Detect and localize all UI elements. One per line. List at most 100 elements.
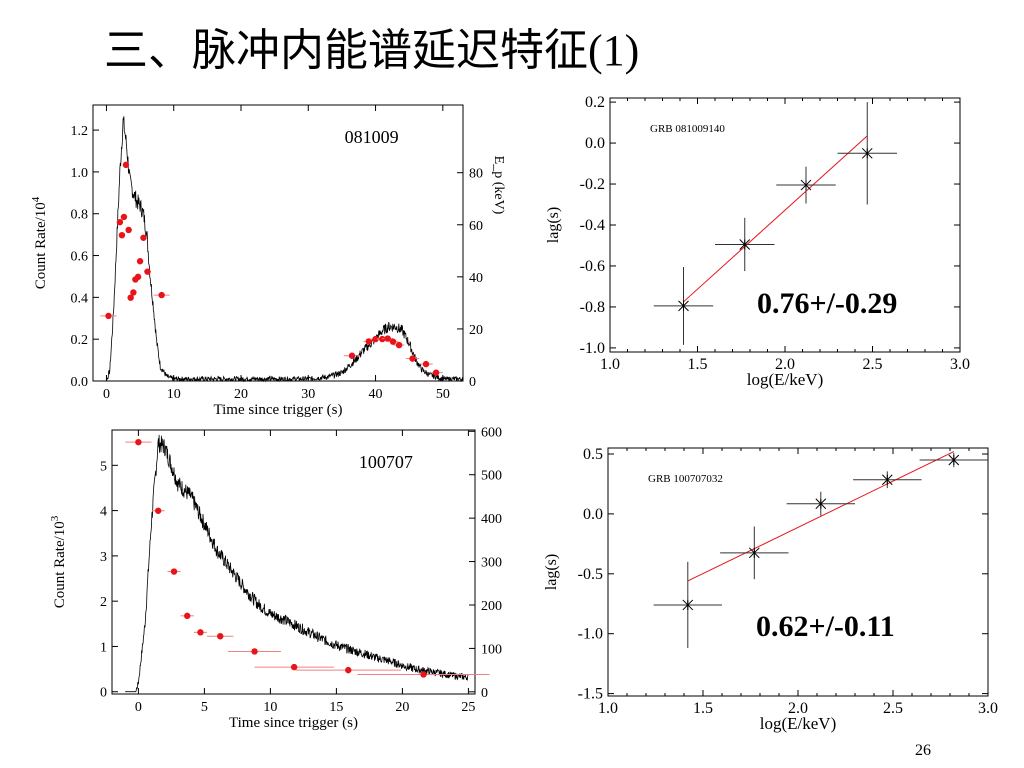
fit-result-label: 0.62+/-0.11	[756, 610, 895, 643]
lag-point	[861, 147, 873, 159]
y-tick-label: 0.2	[71, 333, 89, 348]
lag-point	[739, 239, 751, 250]
y-tick-label: -1.0	[580, 340, 605, 357]
x-tick-label: 3.0	[978, 700, 998, 717]
y-tick-label: -1.5	[578, 686, 603, 703]
ep-point	[290, 663, 298, 671]
x-tick-label: 2.0	[775, 356, 795, 373]
y2-axis-label: E_p (keV)	[491, 156, 506, 215]
lag-point	[881, 474, 893, 486]
grb-id-label: GRB 081009140	[650, 123, 725, 135]
y-tick-label: 0.0	[71, 375, 89, 390]
y2-tick-label: 300	[481, 556, 502, 571]
x-tick-label: 20	[395, 700, 409, 715]
lag-point	[948, 454, 960, 466]
ep-point	[365, 338, 373, 345]
x-axis-label: log(E/keV)	[747, 370, 823, 389]
x-axis-label: log(E/keV)	[760, 714, 836, 733]
ep-point	[135, 438, 142, 446]
ep-point	[389, 338, 397, 345]
slide-title: 三、脉冲内能谱延迟特征(1)	[104, 14, 639, 78]
y-tick-label: 1.0	[71, 166, 89, 181]
ep-point	[155, 507, 162, 514]
ep-point	[348, 352, 356, 359]
y-tick-label: -0.5	[578, 566, 603, 583]
ep-point	[432, 369, 440, 376]
ep-point	[384, 335, 391, 342]
y-tick-label: -0.2	[580, 176, 605, 193]
x-axis-label: Time since trigger (s)	[229, 715, 358, 731]
light-curve-line	[99, 116, 464, 383]
y-tick-label: 1.2	[71, 124, 89, 139]
lag-point	[678, 300, 689, 312]
burst-id-label: 100707	[359, 452, 413, 472]
y2-tick-label: 100	[481, 642, 502, 657]
y-axis-label: lag(s)	[545, 207, 562, 243]
x-tick-label: 2.0	[788, 700, 808, 717]
title-suffix: (1)	[588, 26, 640, 75]
y-tick-label: -1.0	[578, 626, 603, 643]
x-tick-label: 2.5	[883, 700, 903, 717]
plot-frame	[92, 104, 464, 382]
y2-tick-label: 200	[481, 599, 502, 614]
ep-point	[130, 289, 137, 296]
ep-point	[372, 335, 379, 343]
x-tick-label: 25	[461, 700, 475, 715]
y2-tick-label: 80	[469, 167, 483, 182]
fit-result-label: 0.76+/-0.29	[757, 287, 897, 320]
ep-point	[395, 341, 403, 349]
ep-point	[158, 291, 165, 299]
ep-point	[217, 633, 224, 640]
ep-point	[105, 312, 112, 320]
ep-point	[184, 612, 191, 620]
y-axis-label: Count Rate/103	[49, 515, 68, 608]
plot-frame	[607, 447, 989, 697]
fit-line	[687, 451, 955, 582]
y-axis-label: lag(s)	[543, 554, 560, 590]
grb-id-label: GRB 100707032	[648, 473, 723, 485]
y-tick-label: 0	[100, 686, 107, 701]
x-tick-label: 0	[135, 700, 142, 715]
x-tick-label: 5	[201, 700, 208, 715]
y-tick-label: 0.0	[583, 506, 603, 523]
ep-point	[116, 218, 124, 226]
y-tick-label: 0.4	[71, 291, 89, 306]
y2-tick-label: 0	[469, 375, 476, 390]
y-tick-label: 5	[100, 459, 107, 474]
y-tick-label: 0.6	[71, 250, 89, 265]
ep-point	[127, 294, 134, 301]
x-axis-label: Time since trigger (s)	[213, 402, 342, 418]
y-tick-label: -0.6	[580, 258, 605, 275]
ep-point	[409, 355, 416, 362]
light-curve-line	[125, 434, 469, 693]
x-tick-label: 1.5	[688, 356, 708, 373]
y-tick-label: 1	[100, 640, 107, 655]
ep-point	[136, 258, 144, 265]
y-axis-label: Count Rate/104	[30, 196, 49, 289]
y2-tick-label: 60	[469, 219, 483, 234]
ep-point	[251, 648, 258, 655]
ep-point	[120, 213, 128, 221]
y2-tick-label: 600	[481, 425, 502, 440]
y-tick-label: 0.8	[71, 208, 89, 223]
fit-line	[683, 135, 868, 303]
ep-point	[134, 273, 142, 281]
x-tick-label: 1.5	[693, 700, 713, 717]
ep-point	[197, 629, 204, 636]
lag-point	[682, 599, 694, 611]
lag-point	[800, 179, 812, 191]
y2-tick-label: 20	[469, 323, 483, 338]
x-tick-label: 1.0	[600, 356, 620, 373]
x-tick-label: 20	[234, 387, 248, 402]
y2-tick-label: 0	[481, 686, 488, 701]
x-tick-label: 0	[103, 387, 110, 402]
y-tick-label: 3	[100, 550, 107, 565]
page-number: 26	[915, 742, 931, 759]
light-curve-100707-chart: 0 5 10 15 20 25 0 1 2 3 4 5 Time since trigger (s) 0 1…	[49, 425, 502, 731]
ep-point	[379, 335, 386, 343]
lag-point	[748, 547, 760, 559]
y-tick-label: 4	[100, 505, 107, 520]
ep-point	[345, 666, 352, 674]
x-tick-label: 3.0	[950, 356, 970, 373]
plot-frame	[111, 429, 476, 695]
